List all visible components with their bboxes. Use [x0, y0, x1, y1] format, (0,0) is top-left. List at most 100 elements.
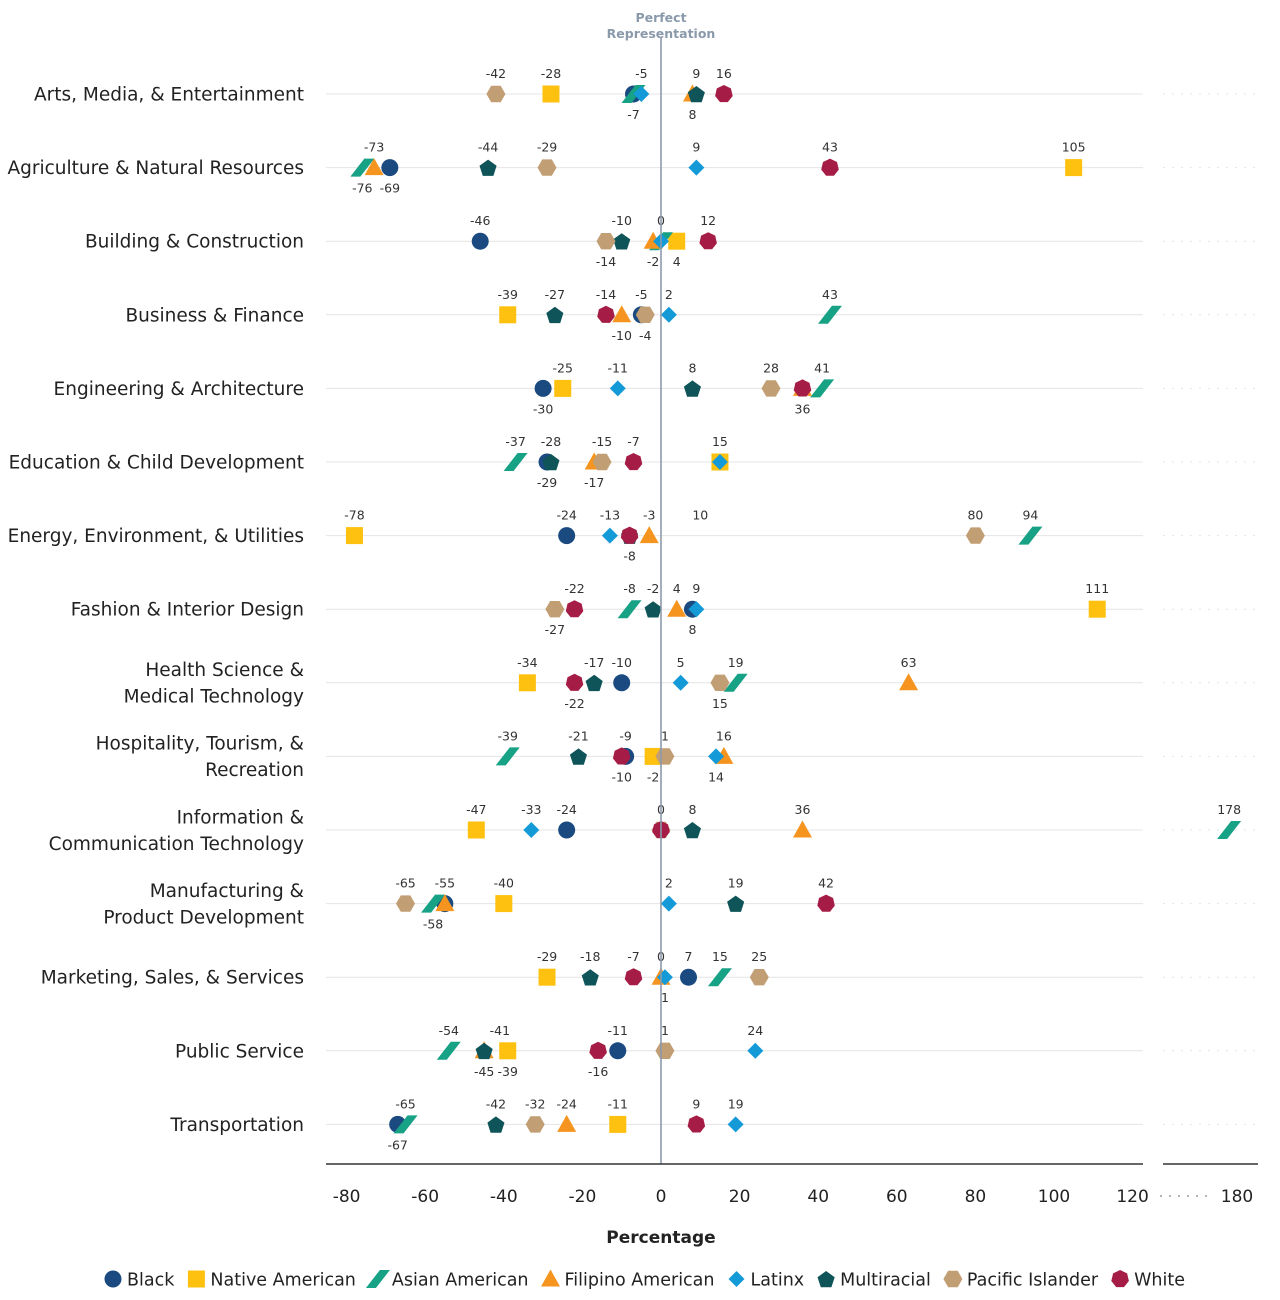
- data-label: 1: [661, 1023, 669, 1038]
- marker-white: [565, 673, 584, 691]
- data-label: -10: [611, 213, 631, 228]
- data-label: 9: [692, 581, 700, 596]
- data-label: -7: [627, 949, 639, 964]
- marker-filipino-american: [639, 526, 659, 544]
- marker-filipino-american: [667, 599, 687, 617]
- data-label: 24: [747, 1023, 763, 1038]
- marker-latinx: [609, 380, 626, 397]
- legend-item-filipino-american: Filipino American: [541, 1269, 715, 1291]
- data-label: -14: [596, 254, 616, 269]
- marker-asian-american: [723, 673, 748, 692]
- data-label: -33: [521, 802, 541, 817]
- x-tick-label: -20: [569, 1187, 597, 1207]
- data-label: 43: [822, 140, 838, 155]
- data-label: 178: [1217, 802, 1241, 817]
- legend: Black Native American Asian American Filipi…: [104, 1269, 1185, 1291]
- marker-filipino-american: [899, 673, 919, 691]
- marker-pacific-islander: [635, 306, 655, 323]
- data-label: 10: [692, 508, 708, 523]
- marker-pacific-islander: [655, 1042, 675, 1059]
- legend-item-black: Black: [104, 1270, 175, 1291]
- marker-multiracial: [542, 454, 560, 471]
- legend-swatch-latinx: [728, 1271, 745, 1287]
- marker-pacific-islander: [592, 453, 612, 471]
- data-label: 8: [688, 622, 696, 637]
- data-label: -27: [545, 622, 565, 637]
- data-label: -21: [568, 728, 588, 743]
- perfect-representation-label: Perfect: [635, 10, 686, 25]
- data-label: 19: [728, 876, 744, 891]
- marker-pacific-islander: [761, 380, 781, 397]
- marker-native-american: [609, 1115, 627, 1133]
- marker-latinx: [601, 527, 618, 544]
- data-label: -67: [387, 1137, 407, 1152]
- marker-white: [821, 158, 839, 176]
- legend-swatch-pacific-islander: [943, 1270, 963, 1288]
- data-label: 41: [814, 360, 830, 375]
- data-label: -5: [635, 287, 647, 302]
- data-label: -29: [537, 140, 557, 155]
- marker-native-american: [345, 527, 363, 545]
- legend-label: Black: [127, 1271, 175, 1291]
- data-label: 15: [712, 696, 728, 711]
- x-tick-label: 80: [965, 1187, 987, 1207]
- data-label: -5: [635, 66, 647, 81]
- data-label: -3: [643, 508, 655, 523]
- marker-multiracial: [546, 306, 564, 324]
- marker-latinx: [727, 1116, 744, 1133]
- data-label: -25: [553, 360, 573, 375]
- category-label: Information &: [177, 807, 304, 828]
- data-label: 15: [712, 949, 728, 964]
- marker-native-american: [668, 232, 686, 250]
- marker-asian-american: [350, 158, 375, 177]
- marker-pacific-islander: [525, 1116, 545, 1133]
- marker-filipino-american: [435, 894, 455, 912]
- data-label: -65: [395, 876, 415, 891]
- data-label: -11: [608, 1096, 628, 1111]
- data-label: -24: [556, 508, 576, 523]
- x-tick-label: -80: [333, 1187, 361, 1207]
- data-label: 12: [700, 213, 716, 228]
- data-label: -24: [556, 802, 576, 817]
- x-tick-label: -60: [411, 1187, 439, 1207]
- data-label: -2: [647, 581, 659, 596]
- x-tick-label: 100: [1038, 1187, 1070, 1207]
- data-label: 19: [728, 655, 744, 670]
- legend-label: Pacific Islander: [967, 1271, 1099, 1291]
- marker-white: [597, 305, 615, 323]
- marker-pacific-islander: [486, 85, 506, 103]
- x-tick-label: 120: [1116, 1187, 1148, 1207]
- data-label: 9: [692, 66, 700, 81]
- data-label: 28: [763, 360, 779, 375]
- data-label: -39: [498, 728, 518, 743]
- data-label: -34: [517, 655, 537, 670]
- data-label: 2: [665, 876, 673, 891]
- data-label: -17: [584, 655, 604, 670]
- data-label: 8: [688, 107, 696, 122]
- marker-asian-american: [436, 1041, 461, 1060]
- data-label: -13: [600, 508, 620, 523]
- marker-black: [534, 379, 552, 397]
- category-label: Business & Finance: [125, 305, 304, 326]
- marker-native-american: [538, 968, 556, 986]
- x-tick-label: 20: [729, 1187, 751, 1207]
- data-label: -16: [588, 1064, 608, 1079]
- marker-white: [589, 1041, 607, 1059]
- marker-white: [565, 600, 584, 618]
- data-label: -47: [466, 802, 486, 817]
- marker-black: [609, 1042, 627, 1060]
- marker-black: [558, 527, 576, 545]
- category-label: Communication Technology: [49, 834, 304, 855]
- data-label: -45: [474, 1064, 494, 1079]
- marker-native-american: [554, 379, 572, 397]
- legend-item-native-american: Native American: [187, 1270, 356, 1291]
- data-label: -30: [533, 401, 553, 416]
- data-label: 8: [688, 360, 696, 375]
- legend-label: White: [1134, 1271, 1185, 1291]
- marker-multiracial: [585, 674, 603, 692]
- marker-filipino-american: [557, 1114, 577, 1132]
- data-label: 42: [818, 876, 834, 891]
- category-label: Transportation: [169, 1115, 304, 1136]
- category-label: Medical Technology: [124, 687, 304, 708]
